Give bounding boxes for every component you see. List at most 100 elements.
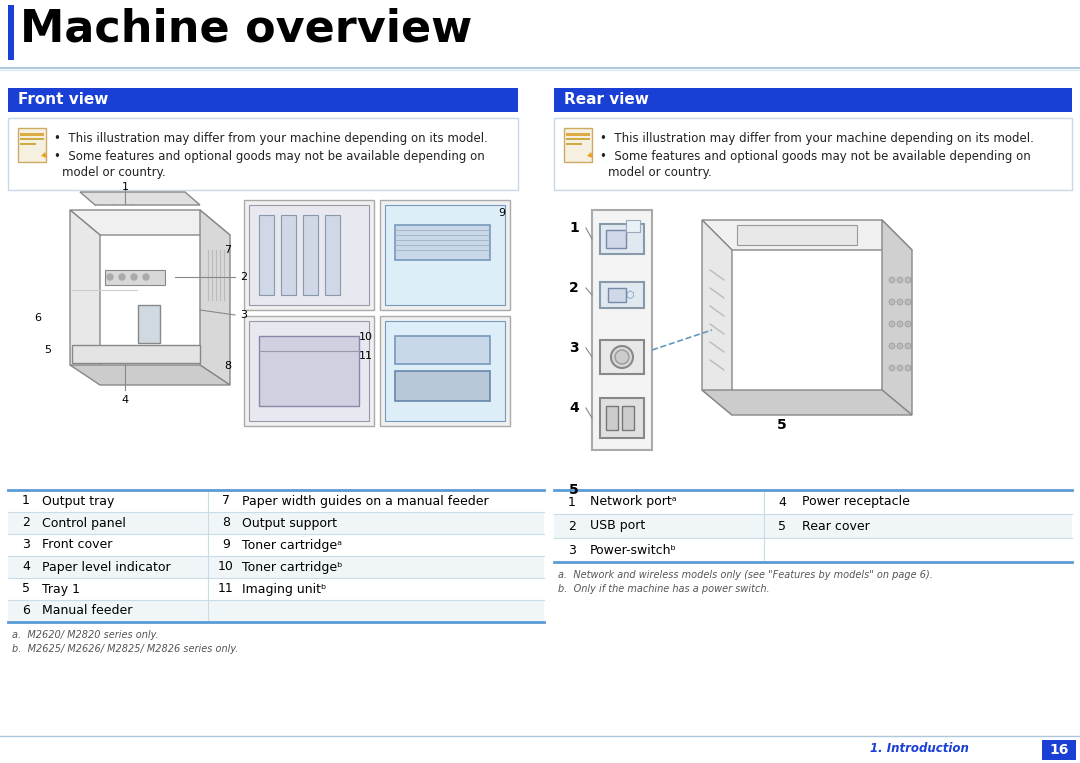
Text: 4: 4 (121, 395, 129, 405)
Bar (1042, 740, 1076, 760)
Bar (606, 406, 618, 430)
Circle shape (897, 343, 903, 349)
Text: Output support: Output support (242, 517, 337, 530)
Bar (554, 118, 1072, 190)
Text: 4: 4 (569, 401, 579, 415)
Bar (566, 143, 582, 145)
Polygon shape (702, 220, 732, 415)
Text: 10: 10 (359, 332, 373, 342)
Bar (384, 205, 505, 305)
Text: Power-switchᵇ: Power-switchᵇ (590, 543, 677, 556)
Circle shape (905, 321, 912, 327)
Bar (72, 345, 200, 363)
Circle shape (889, 299, 895, 305)
Bar (259, 215, 274, 295)
Text: •  This illustration may differ from your machine depending on its model.: • This illustration may differ from your… (54, 132, 488, 145)
Bar (8, 512, 544, 534)
Bar (395, 225, 490, 260)
Bar (566, 133, 590, 136)
Polygon shape (41, 152, 48, 158)
Circle shape (905, 365, 912, 371)
Bar (281, 215, 296, 295)
Text: 5: 5 (44, 345, 52, 355)
Text: 2: 2 (22, 517, 30, 530)
Text: Toner cartridgeᵃ: Toner cartridgeᵃ (242, 539, 342, 552)
Text: 5: 5 (778, 520, 786, 533)
Circle shape (889, 365, 895, 371)
Circle shape (897, 321, 903, 327)
Polygon shape (702, 220, 912, 250)
Bar (8, 118, 518, 190)
Bar (21, 138, 44, 140)
Text: 10: 10 (218, 561, 234, 574)
Bar (600, 282, 644, 308)
Bar (380, 316, 510, 426)
Bar (8, 490, 544, 512)
Text: •  This illustration may differ from your machine depending on its model.: • This illustration may differ from your… (600, 132, 1034, 145)
Circle shape (897, 277, 903, 283)
Text: 2: 2 (240, 272, 247, 282)
Bar (18, 128, 46, 162)
Bar (325, 215, 340, 295)
Text: 3: 3 (22, 539, 30, 552)
Text: a.  Network and wireless models only (see "Features by models" on page 6).: a. Network and wireless models only (see… (558, 570, 933, 580)
Bar (737, 225, 858, 245)
Text: 7: 7 (222, 494, 230, 507)
Text: Power receptacle: Power receptacle (802, 495, 909, 508)
Circle shape (905, 277, 912, 283)
Text: USB port: USB port (590, 520, 645, 533)
Bar (249, 205, 369, 305)
Text: Network portᵃ: Network portᵃ (590, 495, 677, 508)
Text: 4: 4 (778, 495, 786, 508)
Text: Control panel: Control panel (42, 517, 126, 530)
Bar (8, 5, 14, 60)
Bar (554, 88, 1072, 112)
Bar (564, 128, 592, 162)
Text: a.  M2620/ M2820 series only.: a. M2620/ M2820 series only. (12, 630, 159, 640)
Text: b.  M2625/ M2626/ M2825/ M2826 series only.: b. M2625/ M2626/ M2825/ M2826 series onl… (12, 644, 239, 654)
Text: 5: 5 (22, 582, 30, 595)
Bar (259, 336, 359, 406)
Text: 1: 1 (121, 182, 129, 192)
Bar (8, 600, 544, 622)
Text: 8: 8 (225, 361, 231, 371)
Polygon shape (70, 210, 100, 380)
Bar (600, 398, 644, 438)
Bar (244, 316, 374, 426)
Circle shape (897, 365, 903, 371)
Bar (21, 133, 44, 136)
Polygon shape (70, 210, 230, 235)
Bar (606, 230, 626, 248)
Text: •  Some features and optional goods may not be available depending on: • Some features and optional goods may n… (54, 150, 485, 163)
Text: 5: 5 (569, 483, 579, 497)
Bar (592, 210, 652, 450)
Text: 6: 6 (22, 604, 30, 617)
Circle shape (889, 277, 895, 283)
Bar (8, 534, 544, 556)
Text: 5: 5 (778, 418, 787, 432)
Bar (626, 220, 640, 232)
Text: 11: 11 (218, 582, 234, 595)
Text: 2: 2 (568, 520, 576, 533)
Polygon shape (588, 152, 593, 158)
Bar (21, 143, 36, 145)
Bar (622, 406, 634, 430)
Text: 9: 9 (499, 208, 505, 218)
Circle shape (131, 274, 137, 280)
Polygon shape (200, 210, 230, 385)
Text: Rear cover: Rear cover (802, 520, 869, 533)
Text: 1: 1 (569, 221, 579, 235)
Text: 1. Introduction: 1. Introduction (870, 742, 969, 755)
Text: Output tray: Output tray (42, 494, 114, 507)
Bar (244, 200, 374, 310)
Bar (138, 305, 160, 343)
Circle shape (107, 274, 113, 280)
Circle shape (615, 350, 629, 364)
Text: Paper width guides on a manual feeder: Paper width guides on a manual feeder (242, 494, 488, 507)
Text: 1: 1 (22, 494, 30, 507)
Text: Tray 1: Tray 1 (42, 582, 80, 595)
Bar (554, 538, 1072, 562)
Circle shape (889, 343, 895, 349)
Circle shape (905, 343, 912, 349)
Bar (8, 578, 544, 600)
